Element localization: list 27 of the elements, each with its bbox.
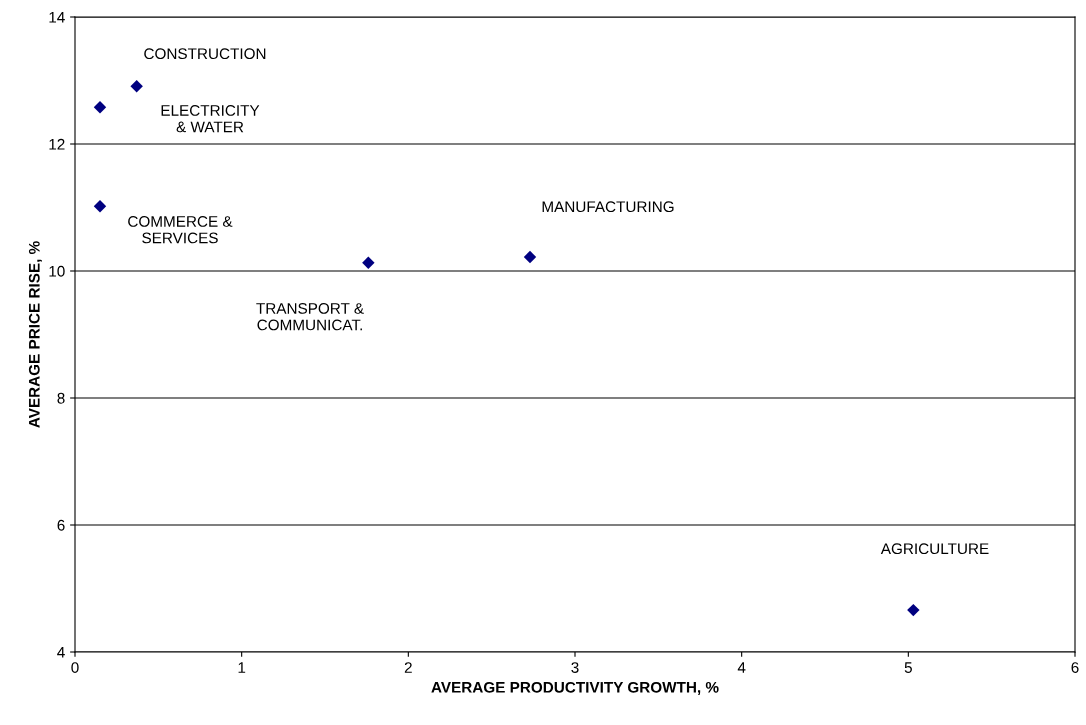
y-tick-label: 14 bbox=[49, 12, 65, 23]
x-tick-label: 1 bbox=[238, 662, 246, 673]
point bbox=[93, 200, 107, 213]
x-tick-label: 4 bbox=[737, 662, 746, 673]
y-tick-label: 10 bbox=[49, 265, 65, 277]
x-axis-title: AVERAGE PRODUCTIVITY GROWTH, % bbox=[431, 681, 719, 695]
point bbox=[130, 80, 143, 93]
annotation: AGRICULTURE bbox=[880, 543, 989, 555]
annotation: TRANSPORT & COMMUNICAT. bbox=[256, 303, 364, 331]
point bbox=[907, 603, 920, 617]
x-tick-label: 3 bbox=[571, 662, 579, 673]
y-tick-label: 8 bbox=[57, 392, 65, 404]
annotation: ELECTRICITY & WATER bbox=[161, 105, 260, 133]
annotation: COMMERCE & SERVICES bbox=[128, 216, 233, 244]
x-tick-label: 0 bbox=[71, 662, 79, 673]
annotation: CONSTRUCTION bbox=[144, 48, 266, 60]
point bbox=[93, 100, 107, 114]
y-tick-label: 12 bbox=[49, 138, 65, 150]
y-tick-label: 4 bbox=[57, 647, 65, 658]
x-tick-label: 2 bbox=[404, 662, 412, 673]
point bbox=[362, 256, 375, 269]
point bbox=[523, 250, 537, 264]
y-tick-label: 6 bbox=[57, 519, 65, 531]
y-axis-title: AVERAGE PRICE RISE, % bbox=[28, 241, 42, 428]
annotation: MANUFACTURING bbox=[542, 201, 674, 213]
x-tick-label: 6 bbox=[1071, 662, 1079, 673]
x-tick-label: 5 bbox=[904, 662, 912, 673]
